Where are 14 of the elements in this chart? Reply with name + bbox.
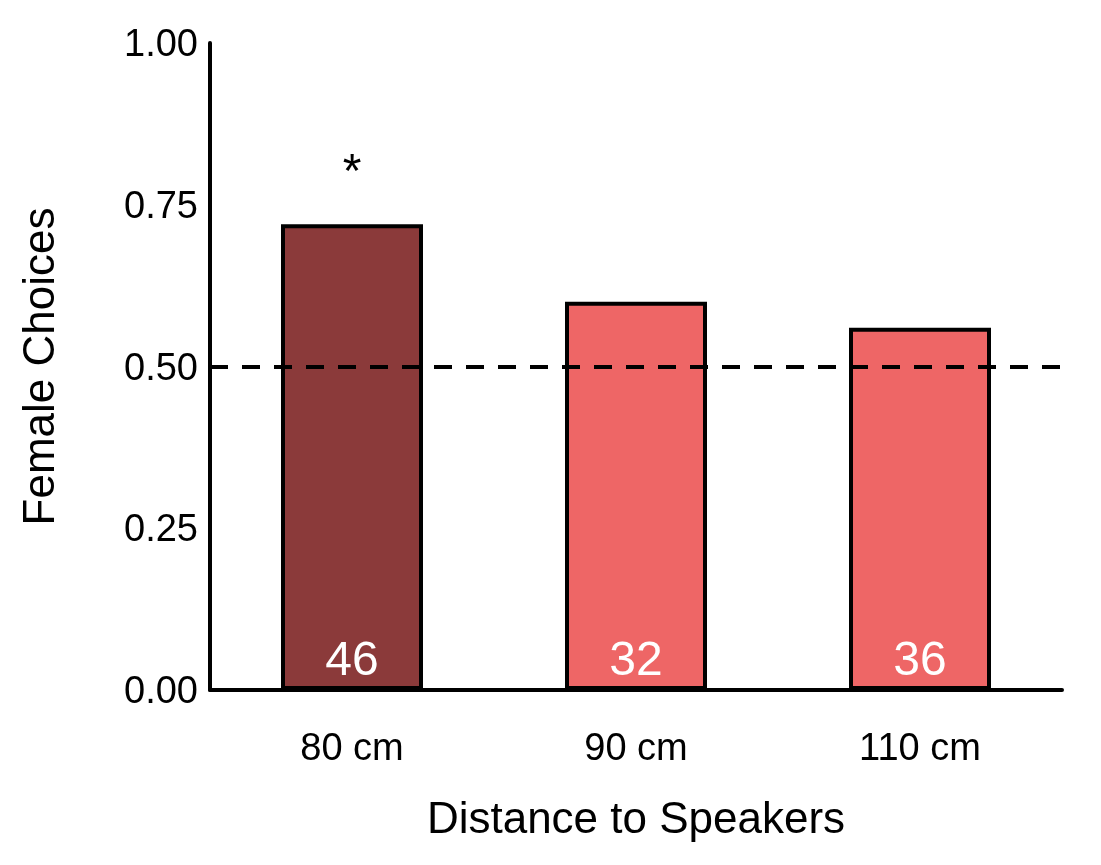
x-tick-label: 90 cm — [584, 726, 688, 768]
annotation: 32 — [609, 631, 663, 685]
annotation: 36 — [893, 631, 947, 685]
y-tick-label: 0.25 — [124, 507, 198, 550]
x-tick-label: 110 cm — [859, 726, 981, 768]
y-tick-label: 0.00 — [124, 669, 198, 711]
y-axis-title: Female Choices — [13, 207, 63, 526]
x-axis-title: Distance to Speakers — [426, 792, 846, 842]
y-tick-label: 1.00 — [124, 22, 198, 64]
annotation: * — [342, 143, 362, 197]
y-tick-label: 0.75 — [124, 183, 198, 226]
y-tick-label: 0.50 — [124, 345, 198, 388]
x-tick-label: 80 cm — [300, 726, 404, 768]
annotation: 46 — [325, 631, 379, 685]
